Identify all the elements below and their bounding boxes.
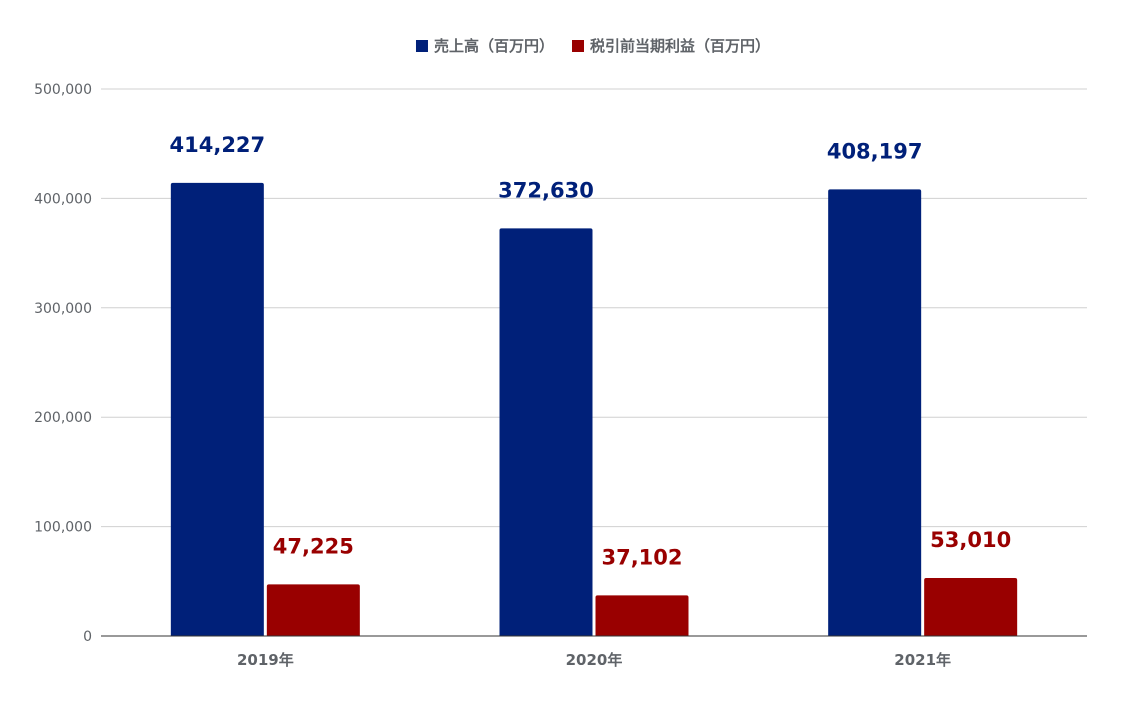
bar [170, 182, 264, 636]
x-tick-label: 2020年 [566, 651, 623, 669]
data-label: 53,010 [930, 528, 1011, 552]
data-label: 47,225 [273, 534, 354, 558]
legend-label: 税引前当期利益（百万円） [590, 37, 770, 55]
bar [499, 228, 593, 636]
data-label: 408,197 [827, 139, 923, 163]
y-tick-label: 300,000 [34, 301, 92, 317]
data-label: 372,630 [498, 178, 594, 202]
bar [924, 578, 1018, 636]
data-label: 37,102 [601, 545, 682, 569]
bars [170, 182, 1018, 636]
data-label: 414,227 [170, 133, 266, 157]
legend-swatch [415, 40, 428, 52]
legend-swatch [572, 40, 584, 52]
y-axis: 0 100,000 200,000 300,000 400,000 500,000 [34, 82, 92, 645]
x-axis: 2019年 2020年 2021年 [101, 635, 1087, 669]
gridlines [101, 88, 1087, 528]
y-tick-label: 200,000 [34, 410, 92, 426]
legend-label: 売上高（百万円） [434, 37, 554, 55]
y-tick-label: 400,000 [34, 191, 92, 207]
bar [595, 595, 689, 636]
bar [266, 584, 360, 636]
data-labels: 414,227 47,225 372,630 37,102 408,197 53,010 [170, 133, 1012, 570]
y-tick-label: 100,000 [34, 520, 92, 536]
bar [828, 189, 922, 636]
y-tick-label: 0 [83, 629, 92, 645]
legend: 売上高（百万円） 税引前当期利益（百万円） [415, 37, 770, 55]
x-tick-label: 2021年 [894, 651, 951, 669]
x-tick-label: 2019年 [237, 651, 294, 669]
y-tick-label: 500,000 [34, 82, 92, 98]
